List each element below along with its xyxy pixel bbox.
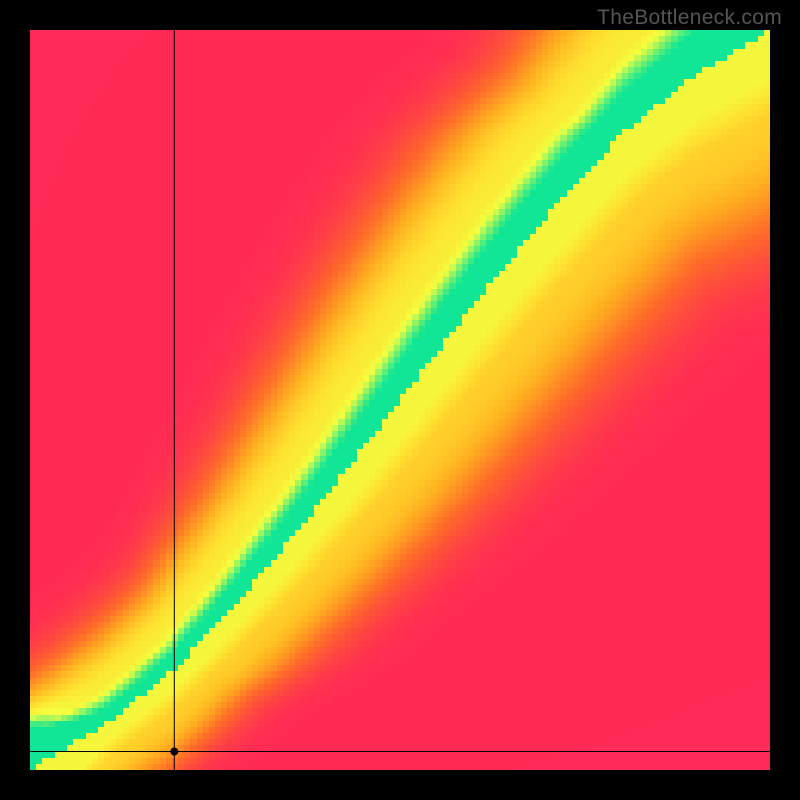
- chart-container: { "meta": { "watermark_text": "TheBottle…: [0, 0, 800, 800]
- watermark: TheBottleneck.com: [597, 6, 782, 30]
- bottleneck-heatmap: [30, 30, 770, 770]
